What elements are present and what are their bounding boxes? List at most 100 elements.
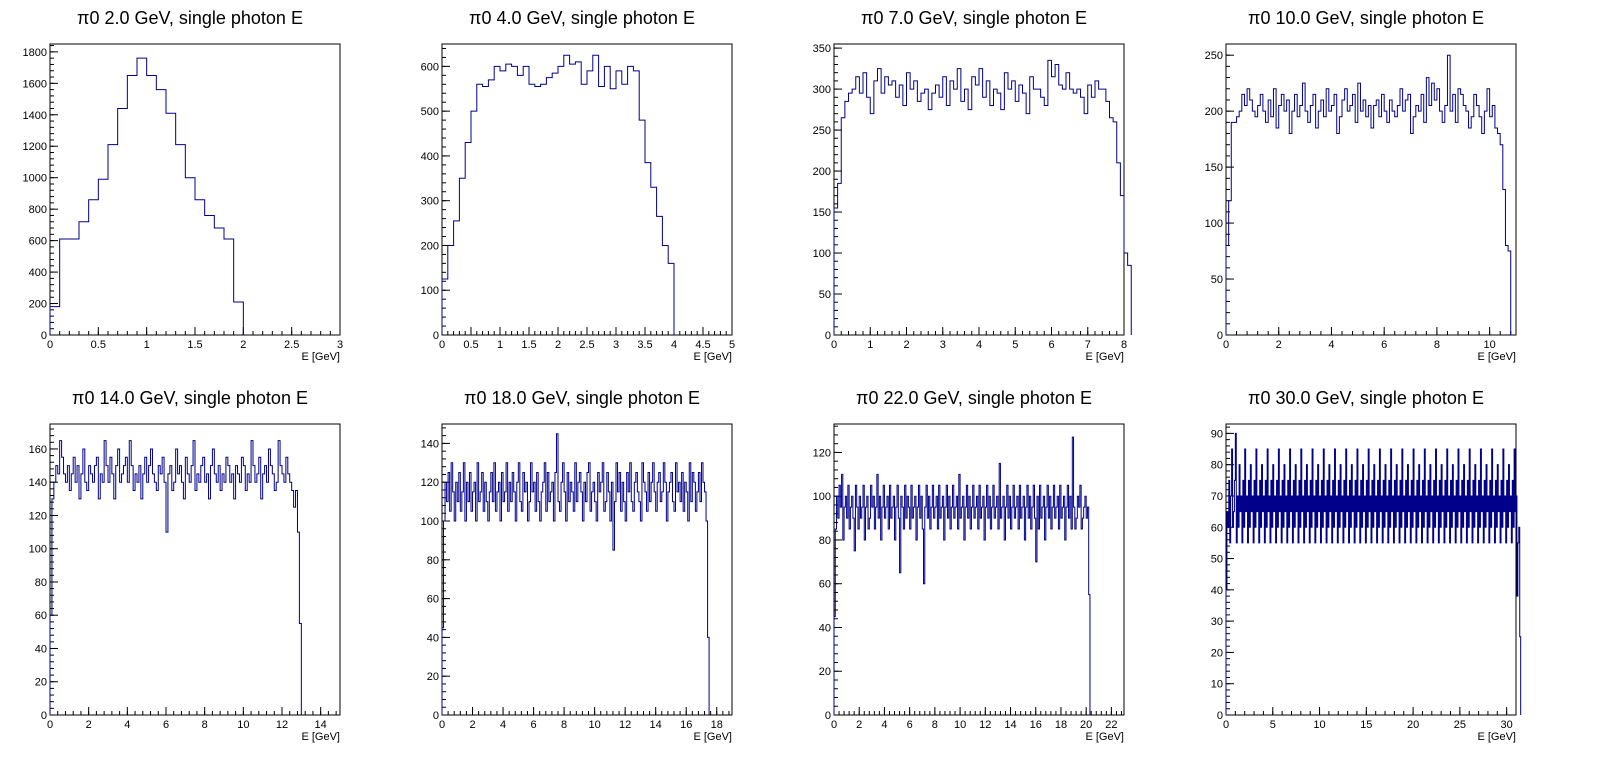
y-tick-label: 1400	[23, 110, 47, 122]
y-tick-label: 100	[813, 491, 831, 503]
x-tick-label: 16	[1030, 719, 1042, 731]
x-tick-label: 2	[469, 719, 475, 731]
y-tick-label: 140	[29, 477, 47, 489]
x-tick-label: 0.5	[463, 339, 478, 351]
y-tick-label: 20	[819, 666, 831, 678]
y-tick-label: 10	[1211, 679, 1223, 691]
y-tick-label: 40	[427, 632, 439, 644]
histogram-panel: π0 4.0 GeV, single photon E 0 100 200 300 400…	[392, 0, 772, 380]
y-tick-label: 80	[819, 535, 831, 547]
y-tick-label: 60	[1211, 522, 1223, 534]
x-tick-label: 0	[831, 719, 837, 731]
plot-frame	[1225, 423, 1517, 716]
plot-frame	[49, 423, 341, 716]
y-tick-label: 70	[1211, 491, 1223, 503]
y-tick-label: 0	[825, 710, 831, 722]
y-tick-label: 60	[819, 579, 831, 591]
plot-frame	[1225, 43, 1517, 336]
x-tick-label: 4	[1328, 339, 1334, 351]
y-tick-label: 60	[427, 594, 439, 606]
y-tick-label: 1000	[23, 173, 47, 185]
x-axis-label: E [GeV]	[1085, 731, 1124, 743]
y-tick-label: 0	[1217, 330, 1223, 342]
histogram-panel: π0 18.0 GeV, single photon E 0 20 40 60 80 100…	[392, 380, 772, 760]
x-tick-label: 1.5	[521, 339, 536, 351]
x-tick-label: 2.5	[579, 339, 594, 351]
y-tick-label: 150	[1205, 162, 1223, 174]
x-tick-label: 3.5	[637, 339, 652, 351]
y-tick-label: 250	[1205, 50, 1223, 62]
x-tick-label: 4	[124, 719, 130, 731]
x-tick-label: 0	[47, 339, 53, 351]
histogram-line	[49, 57, 244, 335]
y-tick-label: 20	[35, 677, 47, 689]
y-tick-label: 0	[825, 330, 831, 342]
histogram-line	[1225, 432, 1522, 715]
y-tick-label: 350	[813, 43, 831, 55]
histogram-panel: π0 2.0 GeV, single photon E 0 200 400 600 800…	[0, 0, 380, 380]
x-tick-label: 7	[1085, 339, 1091, 351]
plot-frame	[833, 43, 1125, 336]
x-axis-label: E [GeV]	[1477, 731, 1516, 743]
x-tick-label: 10	[954, 719, 966, 731]
histogram-line	[833, 436, 1091, 715]
x-tick-label: 8	[1434, 339, 1440, 351]
x-tick-label: 1	[867, 339, 873, 351]
y-tick-label: 160	[29, 444, 47, 456]
x-tick-label: 8	[932, 719, 938, 731]
x-tick-label: 6	[1048, 339, 1054, 351]
y-tick-label: 100	[813, 248, 831, 260]
x-tick-label: 12	[979, 719, 991, 731]
y-tick-label: 0	[41, 330, 47, 342]
y-tick-label: 150	[813, 207, 831, 219]
y-tick-label: 90	[1211, 428, 1223, 440]
x-tick-label: 14	[315, 719, 327, 731]
y-tick-label: 200	[1205, 106, 1223, 118]
x-tick-label: 0	[439, 339, 445, 351]
x-axis-label: E [GeV]	[693, 731, 732, 743]
histogram-panel: π0 10.0 GeV, single photon E 0 50 100 150 200…	[1176, 0, 1556, 380]
chart-title: π0 4.0 GeV, single photon E	[469, 8, 695, 28]
chart-svg: 0 20 40 60 80 100 120 0 2 4 6 8 10 12 14 16 18 20 22E [GeV…	[813, 423, 1125, 743]
y-tick-label: 200	[813, 166, 831, 178]
x-tick-label: 0	[439, 719, 445, 731]
x-tick-label: 12	[619, 719, 631, 731]
x-tick-label: 3	[613, 339, 619, 351]
y-tick-label: 20	[427, 671, 439, 683]
x-tick-label: 0	[831, 339, 837, 351]
x-tick-label: 2	[903, 339, 909, 351]
x-tick-label: 2	[240, 339, 246, 351]
y-tick-label: 0	[433, 710, 439, 722]
x-tick-label: 2	[1276, 339, 1282, 351]
chart-svg: 0 50 100 150 200 250 0 2 4 6 8 10E [GeV]	[1205, 43, 1517, 363]
chart-svg: 0 20 40 60 80 100 120 140 0 2 4 6 8 10 12 14 16 18E [GeV]	[421, 423, 733, 743]
histogram-panel: π0 7.0 GeV, single photon E 0 50 100 150 200 2…	[784, 0, 1164, 380]
y-tick-label: 1600	[23, 78, 47, 90]
histogram-line	[441, 54, 675, 335]
x-tick-label: 16	[680, 719, 692, 731]
x-tick-label: 0	[1223, 339, 1229, 351]
chart-title: π0 10.0 GeV, single photon E	[1248, 8, 1484, 28]
histogram-panel: π0 14.0 GeV, single photon E 0 20 40 60 80 100…	[0, 380, 380, 760]
y-tick-label: 800	[29, 204, 47, 216]
chart-title: π0 30.0 GeV, single photon E	[1248, 388, 1484, 408]
y-tick-label: 300	[421, 196, 439, 208]
y-tick-label: 100	[421, 516, 439, 528]
x-tick-label: 6	[163, 719, 169, 731]
x-tick-label: 6	[907, 719, 913, 731]
y-tick-label: 50	[1211, 554, 1223, 566]
x-tick-label: 2	[856, 719, 862, 731]
x-tick-label: 12	[276, 719, 288, 731]
histogram-line	[833, 59, 1132, 335]
plot-frame	[833, 423, 1125, 716]
x-tick-label: 18	[1055, 719, 1067, 731]
x-tick-label: 18	[711, 719, 723, 731]
x-tick-label: 22	[1105, 719, 1117, 731]
x-tick-label: 4.5	[695, 339, 710, 351]
y-tick-label: 80	[1211, 460, 1223, 472]
chart-svg: 0 20 40 60 80 100 120 140 160 0 2 4 6 8 10 12 14E [GeV]	[29, 423, 341, 743]
y-tick-label: 60	[35, 610, 47, 622]
x-tick-label: 4	[881, 719, 887, 731]
plot-frame	[441, 43, 733, 336]
y-tick-label: 40	[819, 622, 831, 634]
